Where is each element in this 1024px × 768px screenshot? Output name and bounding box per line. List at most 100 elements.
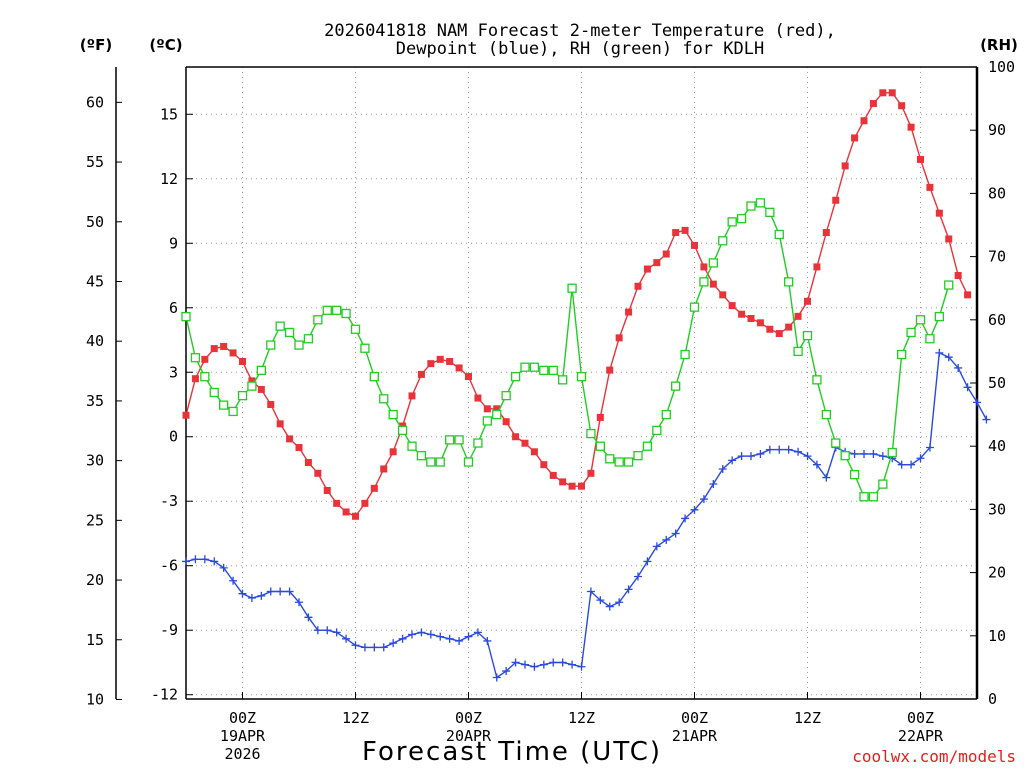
data-point-dewpoint — [794, 447, 803, 456]
data-point-temperature — [333, 499, 341, 507]
data-point-dewpoint — [586, 587, 595, 596]
tick-label-rh: 90 — [988, 121, 1006, 139]
data-point-dewpoint — [511, 658, 520, 667]
data-point-dewpoint — [944, 353, 953, 362]
series-temperature — [182, 89, 972, 520]
data-point-dewpoint — [360, 643, 369, 652]
data-point-temperature — [323, 486, 331, 494]
data-point-dewpoint — [210, 557, 219, 566]
data-point-dewpoint — [332, 628, 341, 637]
data-point-temperature — [832, 196, 840, 204]
tick-label-fahrenheit: 25 — [86, 511, 104, 529]
data-point-temperature — [964, 291, 972, 299]
data-point-rh — [661, 409, 671, 420]
data-point-dewpoint — [417, 628, 426, 637]
data-point-rh — [482, 416, 492, 426]
data-point-temperature — [775, 330, 783, 338]
data-point-rh — [332, 305, 342, 315]
data-point-rh — [426, 457, 436, 467]
data-point-temperature — [210, 345, 218, 353]
data-point-rh — [284, 327, 295, 338]
data-point-dewpoint — [530, 662, 539, 671]
data-point-dewpoint — [577, 662, 586, 671]
data-point-rh — [925, 334, 935, 344]
data-point-temperature — [540, 461, 548, 469]
data-point-dewpoint — [502, 667, 511, 676]
data-point-temperature — [841, 162, 849, 170]
data-point-rh — [878, 479, 888, 489]
tick-label-rh: 80 — [988, 184, 1006, 202]
data-point-temperature — [201, 355, 209, 363]
data-point-dewpoint — [765, 445, 774, 454]
data-point-temperature — [700, 263, 708, 271]
tick-label-time: 00Z — [229, 709, 256, 727]
data-point-rh — [209, 387, 219, 398]
tick-label-time: 12Z — [342, 709, 369, 727]
data-point-temperature — [747, 315, 755, 323]
data-point-dewpoint — [907, 460, 916, 469]
data-point-temperature — [483, 405, 491, 413]
tick-label-rh: 70 — [988, 248, 1006, 266]
data-point-dewpoint — [568, 660, 577, 669]
data-point-rh — [303, 334, 314, 344]
data-point-dewpoint — [775, 445, 784, 454]
data-point-dewpoint — [982, 415, 991, 424]
tick-label-time: 12Z — [568, 709, 595, 727]
data-point-dewpoint — [897, 460, 906, 469]
data-point-rh — [736, 214, 747, 224]
tick-label-fahrenheit: 60 — [86, 93, 104, 111]
data-point-temperature — [436, 355, 444, 363]
data-point-temperature — [785, 323, 793, 331]
data-point-dewpoint — [662, 535, 671, 544]
data-point-temperature — [474, 394, 482, 402]
data-point-rh — [680, 349, 690, 360]
tick-label-fahrenheit: 30 — [86, 452, 104, 470]
tick-label-celsius: 3 — [169, 363, 178, 381]
data-point-rh — [539, 365, 549, 376]
data-point-temperature — [370, 484, 378, 492]
tick-label-rh: 20 — [988, 564, 1006, 582]
data-point-temperature — [191, 375, 199, 383]
data-point-temperature — [446, 358, 454, 366]
data-point-temperature — [926, 183, 934, 191]
data-point-rh — [831, 438, 841, 448]
data-point-temperature — [248, 377, 256, 385]
data-point-dewpoint — [615, 598, 624, 607]
tick-labels: -12 -9 -6 -3 0 3 6 9 12 15 10 15 20 25 30 35 40 45 50 55 60 0… — [86, 58, 1015, 763]
data-point-dewpoint — [718, 464, 727, 473]
data-point-dewpoint — [304, 613, 313, 622]
unit-label-fahrenheit: (ºF) — [80, 36, 112, 54]
data-point-dewpoint — [379, 643, 388, 652]
data-point-dewpoint — [370, 643, 379, 652]
tick-label-fahrenheit: 55 — [86, 153, 104, 171]
tick-label-celsius: -9 — [160, 621, 178, 639]
data-point-rh — [812, 375, 822, 385]
data-point-dewpoint — [342, 634, 351, 643]
data-point-dewpoint — [643, 557, 652, 566]
data-point-temperature — [728, 302, 736, 310]
data-point-rh — [435, 457, 445, 467]
data-point-temperature — [898, 102, 906, 110]
data-point-rh — [746, 201, 756, 211]
data-point-temperature — [738, 310, 746, 318]
data-point-dewpoint — [671, 529, 680, 538]
data-point-temperature — [681, 226, 689, 234]
data-point-dewpoint — [426, 630, 435, 639]
data-point-temperature — [653, 259, 661, 267]
data-point-dewpoint — [295, 598, 303, 607]
data-point-rh — [671, 381, 681, 391]
data-point-temperature — [794, 312, 802, 320]
data-point-rh — [510, 372, 521, 382]
grid-lines — [186, 67, 977, 699]
tick-label-fahrenheit: 20 — [86, 571, 104, 589]
data-point-dewpoint — [737, 452, 746, 461]
data-point-rh — [256, 365, 266, 376]
tick-label-time: 00Z — [681, 709, 708, 727]
data-point-dewpoint — [558, 658, 567, 667]
data-point-temperature — [455, 364, 463, 372]
data-point-dewpoint — [257, 591, 266, 600]
data-point-temperature — [408, 392, 416, 400]
tick-label-celsius: 0 — [169, 428, 178, 446]
data-point-temperature — [304, 459, 312, 467]
